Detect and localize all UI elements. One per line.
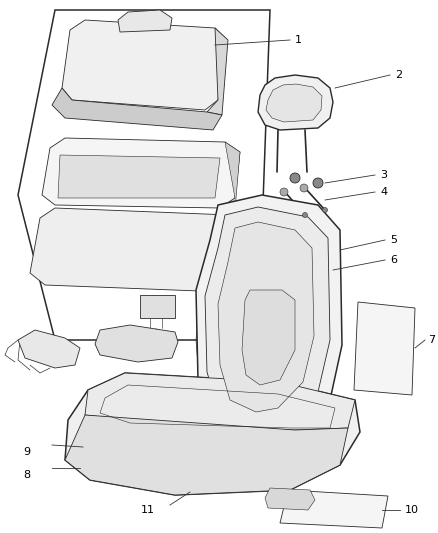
Text: 1: 1 bbox=[295, 35, 302, 45]
Polygon shape bbox=[258, 75, 333, 130]
Polygon shape bbox=[265, 488, 315, 510]
Text: 2: 2 bbox=[395, 70, 402, 80]
Circle shape bbox=[46, 262, 50, 268]
Polygon shape bbox=[95, 325, 178, 362]
Text: 8: 8 bbox=[23, 470, 30, 480]
Circle shape bbox=[46, 249, 50, 254]
Circle shape bbox=[46, 276, 50, 280]
Polygon shape bbox=[58, 155, 220, 198]
Polygon shape bbox=[18, 330, 80, 368]
Text: 5: 5 bbox=[390, 235, 397, 245]
Circle shape bbox=[46, 236, 50, 240]
Polygon shape bbox=[42, 138, 240, 208]
Text: 11: 11 bbox=[141, 505, 155, 515]
Polygon shape bbox=[354, 302, 415, 395]
Polygon shape bbox=[65, 373, 360, 495]
Circle shape bbox=[46, 222, 50, 228]
Polygon shape bbox=[62, 20, 225, 110]
Circle shape bbox=[300, 184, 308, 192]
Circle shape bbox=[64, 158, 71, 166]
Circle shape bbox=[322, 207, 328, 213]
Polygon shape bbox=[65, 415, 348, 495]
Circle shape bbox=[153, 329, 159, 335]
Circle shape bbox=[303, 213, 307, 217]
Polygon shape bbox=[118, 10, 172, 32]
Polygon shape bbox=[242, 290, 295, 385]
Text: 6: 6 bbox=[390, 255, 397, 265]
Circle shape bbox=[208, 157, 215, 165]
Polygon shape bbox=[218, 222, 314, 412]
Polygon shape bbox=[207, 28, 228, 115]
Text: 10: 10 bbox=[405, 505, 419, 515]
Polygon shape bbox=[52, 88, 222, 130]
Text: 4: 4 bbox=[380, 187, 387, 197]
Polygon shape bbox=[85, 373, 355, 430]
Text: 3: 3 bbox=[380, 170, 387, 180]
Circle shape bbox=[64, 190, 71, 197]
Polygon shape bbox=[280, 490, 388, 528]
Polygon shape bbox=[140, 295, 175, 318]
Circle shape bbox=[208, 191, 215, 198]
Polygon shape bbox=[30, 208, 248, 292]
Polygon shape bbox=[225, 215, 248, 292]
Text: 7: 7 bbox=[428, 335, 435, 345]
Circle shape bbox=[313, 178, 323, 188]
Polygon shape bbox=[196, 195, 342, 435]
Text: 9: 9 bbox=[23, 447, 30, 457]
Circle shape bbox=[290, 173, 300, 183]
Circle shape bbox=[280, 188, 288, 196]
Polygon shape bbox=[220, 142, 240, 210]
Polygon shape bbox=[205, 207, 330, 425]
Polygon shape bbox=[266, 84, 322, 122]
